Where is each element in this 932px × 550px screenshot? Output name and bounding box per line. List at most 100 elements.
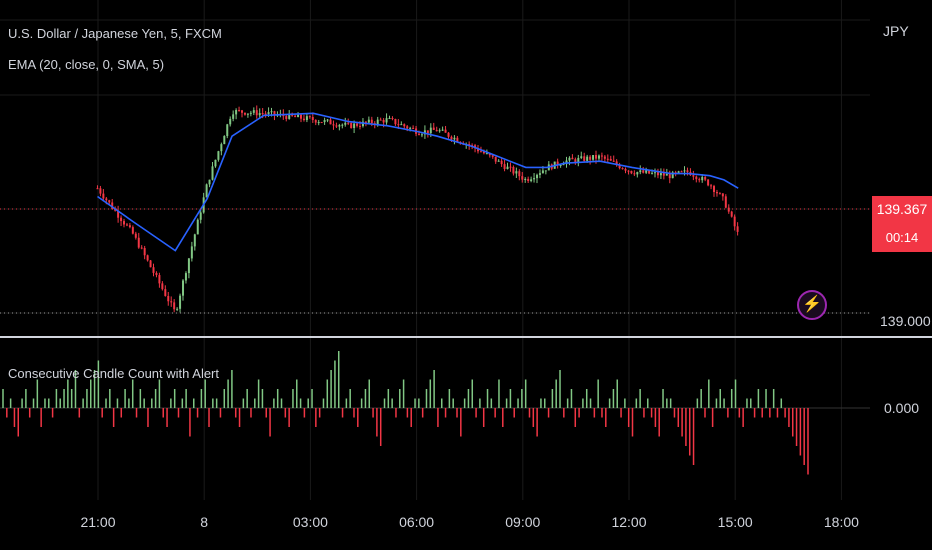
oscillator-bar <box>234 408 237 418</box>
oscillator-bar <box>433 370 435 408</box>
bar-countdown-tag: 00:14 <box>872 223 932 252</box>
candle-body <box>308 116 311 118</box>
candle-body <box>149 260 152 268</box>
oscillator-bar <box>540 398 542 408</box>
candle-body <box>636 172 639 175</box>
candle-body <box>730 211 733 217</box>
oscillator-bar <box>154 389 157 408</box>
oscillator-bar <box>521 389 523 408</box>
candle-body <box>450 136 453 140</box>
candle-body <box>536 174 539 179</box>
oscillator-bar <box>86 389 88 408</box>
candle-body <box>713 186 716 192</box>
x-tick-label: 8 <box>200 514 208 530</box>
oscillator-bar <box>219 408 222 418</box>
candle-body <box>226 124 229 137</box>
oscillator-bar <box>551 389 554 408</box>
candle-body <box>497 160 500 162</box>
candle-body <box>184 273 187 281</box>
oscillator-bar <box>360 398 363 408</box>
oscillator-bar <box>341 408 344 418</box>
candle-body <box>423 130 426 135</box>
candle-body <box>394 118 397 125</box>
candle-body <box>721 193 724 197</box>
oscillator-bar <box>322 398 325 408</box>
alert-lightning-icon[interactable]: ⚡ <box>797 290 827 320</box>
candle-body <box>642 170 645 173</box>
oscillator-bar <box>242 398 245 408</box>
candle-body <box>556 161 559 166</box>
symbol-title[interactable]: U.S. Dollar / Japanese Yen, 5, FXCM <box>8 26 222 41</box>
candle-body <box>479 151 482 153</box>
oscillator-bar <box>63 389 65 408</box>
oscillator-bar <box>639 389 641 408</box>
candle-body <box>131 227 134 234</box>
oscillator-bar <box>544 398 546 408</box>
ema-line <box>97 112 739 252</box>
candle-body <box>435 129 438 132</box>
oscillator-bar <box>357 408 359 427</box>
oscillator-bar <box>475 408 477 418</box>
candle-body <box>270 111 273 113</box>
candle-body <box>99 188 102 194</box>
candle-body <box>639 170 642 173</box>
oscillator-bar <box>406 408 409 418</box>
currency-label: JPY <box>883 23 909 39</box>
candle-body <box>603 156 606 159</box>
candle-body <box>662 173 665 176</box>
oscillator-bar <box>799 408 802 456</box>
candle-body <box>718 193 721 195</box>
oscillator-bar <box>616 379 618 408</box>
candle-body <box>170 301 173 303</box>
oscillator-bar <box>662 389 664 408</box>
candle-body <box>347 122 350 124</box>
oscillator-bar <box>158 379 161 408</box>
candle-body <box>193 234 196 247</box>
oscillator-bar <box>547 408 550 418</box>
oscillator-bar <box>772 389 775 408</box>
candle-body <box>379 119 382 121</box>
candle-body <box>568 157 571 161</box>
oscillator-bar <box>765 389 767 408</box>
oscillator-bar <box>410 408 412 427</box>
oscillator-bar <box>696 398 699 408</box>
candle-body <box>624 168 627 171</box>
candle-body <box>329 119 332 125</box>
oscillator-bar <box>738 408 741 418</box>
candle-body <box>102 193 105 199</box>
x-tick-label: 15:00 <box>718 514 753 530</box>
x-tick-label: 06:00 <box>399 514 434 530</box>
oscillator-bar <box>215 398 218 408</box>
oscillator-bar <box>635 398 638 408</box>
ema-legend[interactable]: EMA (20, close, 0, SMA, 5) <box>8 57 165 72</box>
candle-body <box>187 258 190 274</box>
oscillator-bar <box>162 408 164 418</box>
candle-body <box>264 113 267 115</box>
oscillator-bars[interactable] <box>2 351 809 475</box>
oscillator-bar <box>563 408 565 418</box>
candle-body <box>350 122 353 129</box>
candle-body <box>323 120 326 123</box>
oscillator-bar <box>776 408 779 418</box>
oscillator-bar <box>254 398 256 408</box>
candle-body <box>695 176 698 180</box>
oscillator-bar <box>261 389 264 408</box>
candle-body <box>370 119 373 124</box>
candle-body <box>606 158 609 160</box>
candle-body <box>692 175 695 177</box>
candle-body <box>683 170 686 172</box>
candle-body <box>654 172 657 174</box>
indicator-title[interactable]: Consecutive Candle Count with Alert <box>8 366 220 381</box>
candle-body <box>571 157 574 160</box>
oscillator-bar <box>181 398 184 408</box>
candle-body <box>438 130 441 132</box>
candle-body <box>385 118 388 123</box>
oscillator-bar <box>368 379 371 408</box>
oscillator-bar <box>173 389 176 408</box>
candle-body <box>406 126 409 129</box>
candle-body <box>140 247 143 249</box>
oscillator-bar <box>624 398 626 408</box>
oscillator-bar <box>570 389 573 408</box>
oscillator-bar <box>528 408 531 418</box>
